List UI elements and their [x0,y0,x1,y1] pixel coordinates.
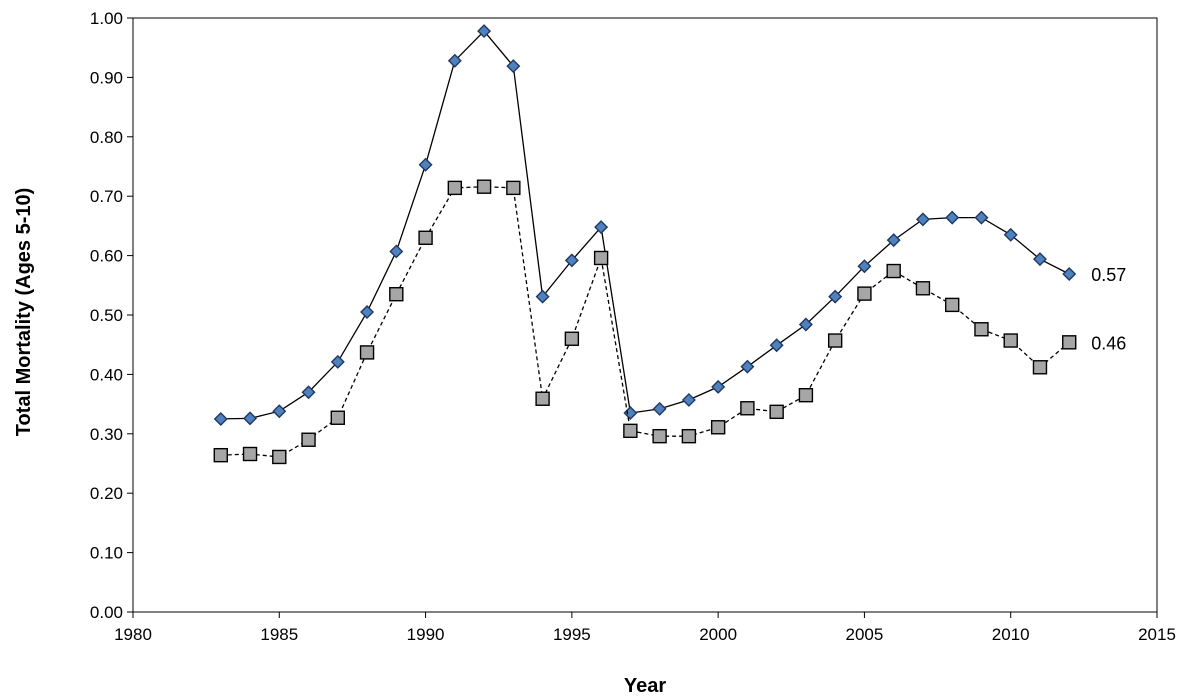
series-2-point [359,345,375,360]
plot-border [132,17,1158,613]
series-2-point [1062,335,1077,350]
series-2-point [389,287,404,302]
series-1-point [535,289,550,304]
series-1-point [652,401,667,416]
x-axis: 1980 1985 1990 1995 2000 2005 2010 2015 [114,612,1176,644]
series-2-point [447,180,463,196]
x-tick-label: 2005 [846,625,884,644]
series-1-point [1032,252,1047,267]
series-2-point [564,331,580,346]
series-2-point [681,428,697,444]
series-2-point [1003,333,1018,348]
y-tick-label: 0.30 [90,425,123,444]
y-tick-label: 1.00 [90,9,123,28]
series-1-point [623,406,638,420]
series-2-point [857,286,872,301]
series-2-point [301,432,316,447]
series-1-point [272,404,287,419]
x-tick-label: 1980 [114,625,152,644]
series-1-point [945,210,960,225]
series-2-point [974,322,989,337]
series-1-point [740,359,755,374]
series-1-point [915,212,930,227]
series-1-point [886,233,901,248]
series-1-point [506,59,521,74]
series-1-point [330,354,345,369]
series-1-point [828,289,843,304]
y-tick-label: 0.90 [90,68,123,87]
x-tick-label: 1995 [553,625,591,644]
y-axis: 0.00 0.10 0.20 0.30 0.40 0.50 0.60 0.70 0.80 0.90… [90,9,133,622]
series-1-point [769,338,784,353]
series-2-point [886,263,901,279]
series-1-point [243,411,258,426]
x-tick-label: 2000 [699,625,737,644]
series-2-point [418,230,433,245]
series-1-point [389,244,404,259]
plot-area [132,17,1158,613]
y-tick-label: 0.00 [90,603,123,622]
series-1-point [564,253,579,268]
series-2-point [915,281,931,296]
series-2-point [652,428,667,444]
series-2-point [623,423,638,439]
series-1-point [1003,227,1018,242]
x-tick-label: 1985 [260,625,298,644]
y-tick-label: 0.20 [90,484,123,503]
series-1-point [477,24,492,39]
series-2-point [1032,360,1048,375]
series-1-point [447,53,462,68]
series-1-point [594,220,609,235]
series-2-point [272,449,287,465]
y-tick-label: 0.60 [90,247,123,266]
series-2-point [827,333,843,348]
series-2-end-label: 0.46 [1091,333,1126,353]
series-layer: 0.57 0.46 [213,24,1126,465]
series-2-point [769,404,784,420]
y-tick-label: 0.50 [90,306,123,325]
series-1-point [1062,267,1077,282]
series-2-point [740,401,755,416]
series-2-point [476,179,492,194]
y-tick-label: 0.10 [90,544,123,563]
series-1-end-label: 0.57 [1091,265,1126,285]
series-2-point [330,410,345,425]
series-1-point [360,305,375,320]
y-axis-title: Total Mortality (Ages 5-10) [13,188,35,437]
y-tick-label: 0.40 [90,365,123,384]
series-2-point [593,250,609,266]
series-2-point [710,420,726,435]
x-tick-label: 1990 [407,625,445,644]
series-1-point [681,392,696,407]
x-axis-title: Year [624,675,666,696]
series-1-point [857,259,872,274]
series-2-point [506,180,521,196]
series-1-point [711,379,726,394]
series-1-line [220,30,1070,420]
series-1-point [301,385,316,400]
y-tick-label: 0.80 [90,128,123,147]
series-2-line [220,186,1070,458]
series-1-point [213,411,228,426]
series-1-point [418,157,433,172]
series-1-point [974,210,989,225]
x-tick-label: 2015 [1138,625,1176,644]
series-2-point [535,391,550,406]
series-2-point [242,446,258,462]
series-1-point [798,317,813,332]
series-2-point [798,387,814,403]
series-2-point [945,297,960,313]
y-tick-label: 0.70 [90,187,123,206]
x-tick-label: 2010 [992,625,1030,644]
series-2-point [213,447,228,463]
